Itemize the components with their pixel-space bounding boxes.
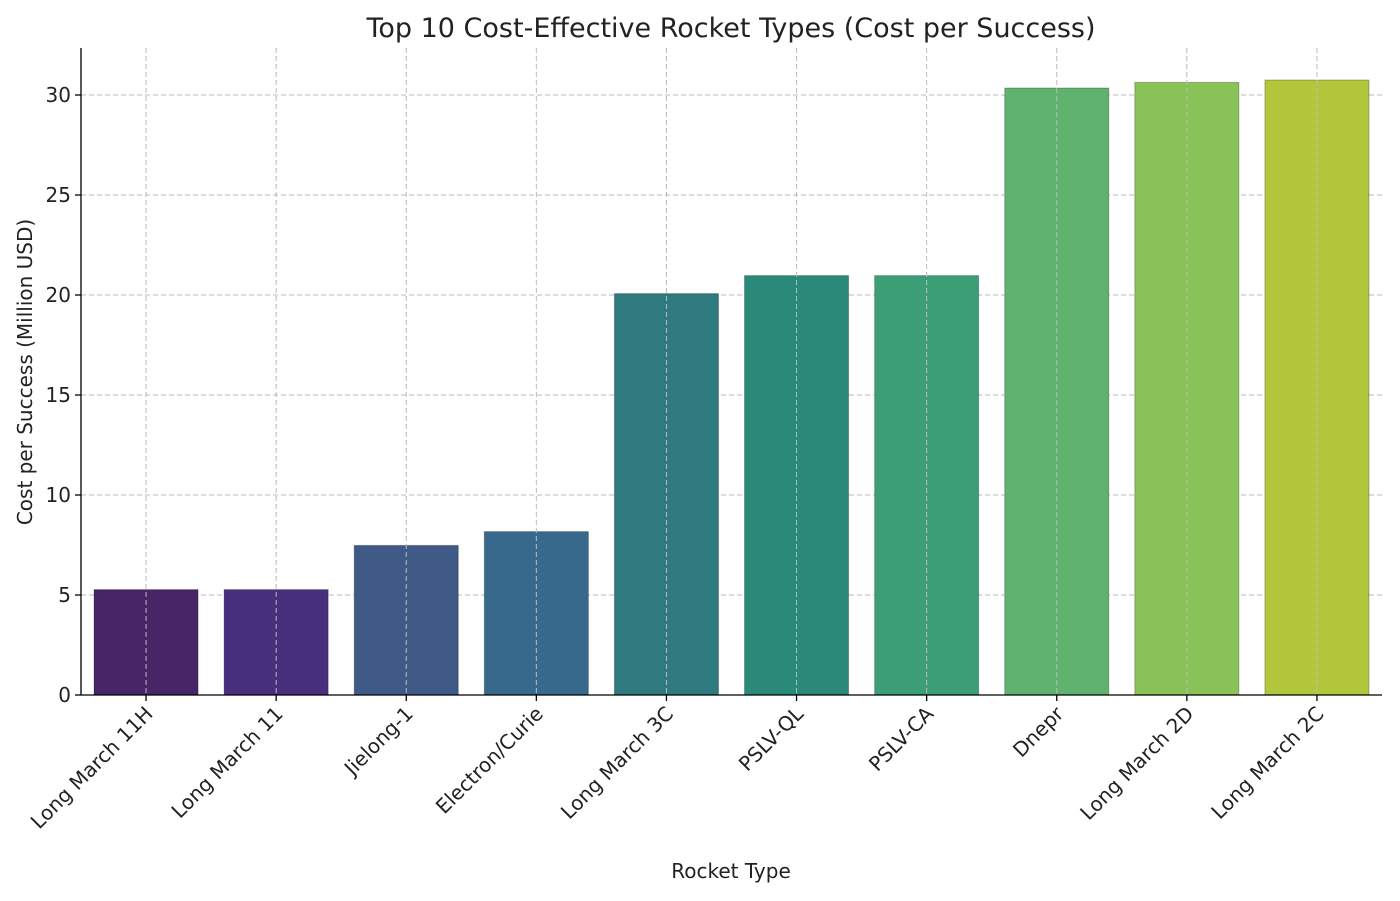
x-tick-label: Electron/Curie (431, 702, 548, 819)
x-tick-label: Long March 2C (1206, 702, 1328, 824)
bars (93, 79, 1370, 696)
x-tick-label: PSLV-CA (864, 701, 939, 776)
y-tick-label: 5 (58, 583, 71, 607)
x-tick-label: Dnepr (1008, 701, 1069, 762)
y-ticks: 0 5 10 15 20 25 30 (46, 83, 81, 707)
y-tick-label: 30 (46, 83, 71, 107)
x-tick-label: Long March 2D (1075, 702, 1198, 825)
x-tick-label: Long March 11 (166, 702, 287, 823)
chart-title: Top 10 Cost-Effective Rocket Types (Cost… (365, 13, 1095, 44)
x-tick-label: Long March 11H (26, 702, 158, 834)
y-tick-label: 10 (46, 483, 71, 507)
y-tick-label: 25 (46, 183, 71, 207)
x-ticks: Long March 11H Long March 11 Jielong-1 Elec… (26, 695, 1328, 834)
y-tick-label: 0 (58, 683, 71, 707)
y-tick-label: 20 (46, 283, 71, 307)
x-tick-label: Long March 3C (556, 702, 678, 824)
y-tick-label: 15 (46, 383, 71, 407)
x-tick-label: Jielong-1 (338, 702, 418, 782)
x-tick-label: PSLV-QL (734, 701, 809, 776)
y-axis-label: Cost per Success (Million USD) (13, 219, 37, 525)
x-axis-label: Rocket Type (671, 859, 791, 883)
vertical-grid-lines (145, 48, 1318, 695)
